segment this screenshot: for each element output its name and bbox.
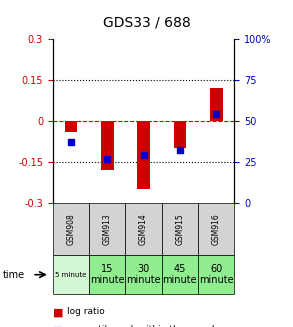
Text: time: time	[3, 270, 25, 280]
Text: GSM915: GSM915	[176, 213, 184, 245]
Text: ■: ■	[53, 325, 63, 327]
Bar	[101, 121, 114, 170]
Text: percentile rank within the sample: percentile rank within the sample	[67, 325, 220, 327]
Text: log ratio: log ratio	[67, 307, 105, 317]
Text: 5 minute: 5 minute	[55, 272, 87, 278]
Text: GSM916: GSM916	[212, 213, 221, 245]
Text: GSM914: GSM914	[139, 213, 148, 245]
Text: 45
minute: 45 minute	[163, 264, 197, 285]
Bar	[137, 121, 150, 189]
Text: GSM908: GSM908	[67, 213, 75, 245]
Text: ■: ■	[53, 307, 63, 318]
Text: 60
minute: 60 minute	[199, 264, 234, 285]
Text: GDS33 / 688: GDS33 / 688	[103, 15, 190, 29]
Text: 30
minute: 30 minute	[126, 264, 161, 285]
Bar	[173, 121, 186, 148]
Bar	[210, 88, 223, 121]
Text: GSM913: GSM913	[103, 213, 112, 245]
Text: 15
minute: 15 minute	[90, 264, 125, 285]
Bar	[64, 121, 77, 132]
